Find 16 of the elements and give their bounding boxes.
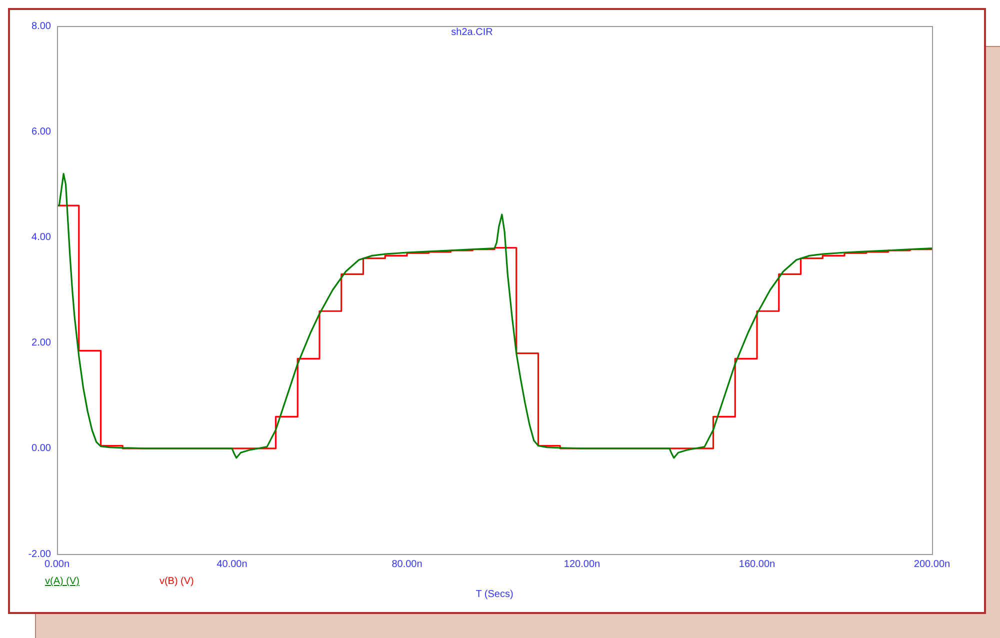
y-tick-label: 8.00 <box>32 20 52 32</box>
y-tick-label: 4.00 <box>32 232 52 243</box>
x-tick-label: 40.00n <box>216 558 248 570</box>
x-axis-title: T (Secs) <box>476 588 514 600</box>
x-tick-label: 0.00n <box>44 558 70 570</box>
x-tick-label: 80.00n <box>392 558 422 570</box>
chart-title: sh2a.CIR <box>451 26 493 38</box>
text: v(A) (V) <box>45 576 80 587</box>
y-tick-label: 0.00 <box>32 443 52 454</box>
x-tick-label: 200.00n <box>914 558 950 570</box>
text: v(B) (V) <box>159 576 194 587</box>
y-tick-label: 6.00 <box>32 126 52 138</box>
x-tick-label: 120.00n <box>564 558 600 570</box>
y-tick-label: 2.00 <box>32 338 52 349</box>
x-tick-label: 160.00n <box>738 558 776 570</box>
y-tick-label: -2.00 <box>28 548 52 560</box>
